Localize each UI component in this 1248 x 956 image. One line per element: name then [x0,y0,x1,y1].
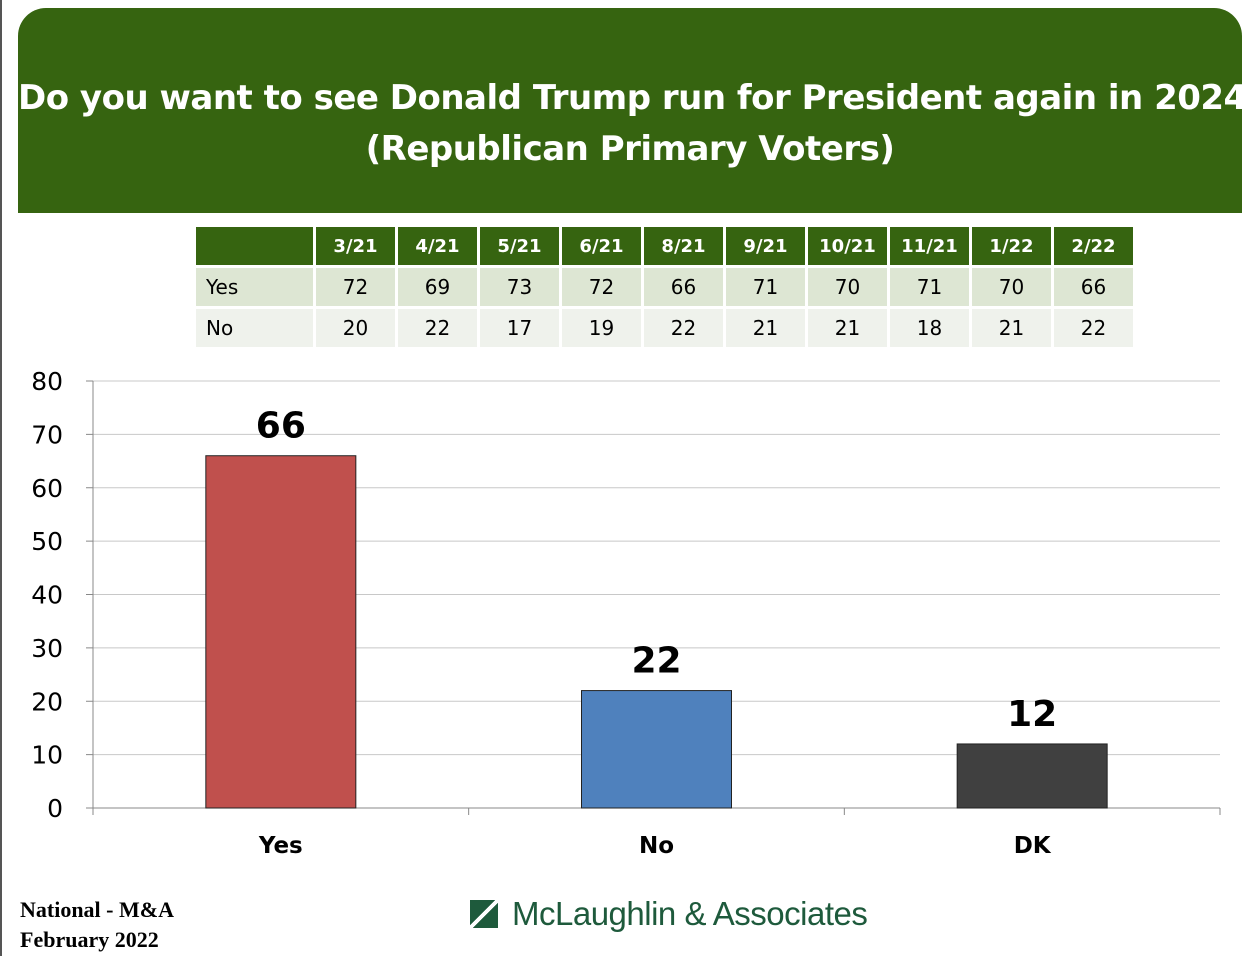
title-line-2: (Republican Primary Voters) [365,129,895,169]
table-cell: 66 [644,268,723,306]
table-cell: 66 [1054,268,1133,306]
y-tick-label: 40 [31,581,63,610]
column-header: 1/22 [972,227,1051,265]
table-cell: 21 [726,309,805,347]
y-tick-label: 50 [31,527,63,556]
table-cell: 69 [398,268,477,306]
column-header: 3/21 [316,227,395,265]
y-tick-label: 20 [31,687,63,716]
table-cell: 22 [1054,309,1133,347]
y-tick-label: 10 [31,741,63,770]
table-cell: 73 [480,268,559,306]
logo-text: McLaughlin & Associates [512,895,868,932]
column-header: 5/21 [480,227,559,265]
x-tick-label: Yes [258,833,303,859]
table-cell: 20 [316,309,395,347]
title-line-1: Do you want to see Donald Trump run for … [18,78,1248,118]
row-label: No [196,309,313,347]
column-header: 4/21 [398,227,477,265]
table-cell: 18 [890,309,969,347]
company-logo: McLaughlin & Associates [470,895,868,933]
data-label: 66 [256,406,306,447]
x-tick-label: No [639,833,674,859]
y-tick-label: 30 [31,634,63,663]
table-cell: 21 [972,309,1051,347]
row-label: Yes [196,268,313,306]
trend-table: 3/21 4/21 5/21 6/21 8/21 9/21 10/21 11/21 1/22 2/… [193,224,1136,350]
data-label: 22 [631,641,681,682]
table-cell: 17 [480,309,559,347]
bar-dk [956,743,1108,809]
column-header: 9/21 [726,227,805,265]
logo-mark-icon [470,900,498,928]
table-cell: 70 [808,268,887,306]
y-tick-label: 80 [31,367,63,396]
title-banner: Do you want to see Donald Trump run for … [18,8,1248,213]
y-tick-label: 70 [31,420,63,449]
table-cell: 71 [726,268,805,306]
footer-source: National - M&A February 2022 [20,895,174,955]
bar-yes [205,455,357,809]
footer-line-1: National - M&A [20,897,174,922]
table-cell: 72 [316,268,395,306]
y-tick-label: 0 [47,794,63,823]
column-header: 11/21 [890,227,969,265]
column-header: 6/21 [562,227,641,265]
y-tick-label: 60 [31,474,63,503]
table-cell: 22 [644,309,723,347]
bar-no [581,690,732,809]
table-cell: 72 [562,268,641,306]
table-cell: 19 [562,309,641,347]
x-tick-label: DK [1014,833,1052,859]
table-cell: 70 [972,268,1051,306]
table-cell: 21 [808,309,887,347]
column-header: 8/21 [644,227,723,265]
footer-line-2: February 2022 [20,927,159,952]
left-edge [0,0,2,956]
data-label: 12 [1007,694,1057,735]
table-cell: 71 [890,268,969,306]
bar-chart: 0 10 20 30 40 50 60 70 80 66 Yes 22 No 12 DK [31,367,1221,859]
table-cell: 22 [398,309,477,347]
column-header: 2/22 [1054,227,1133,265]
column-header: 10/21 [808,227,887,265]
table-corner [196,227,313,265]
